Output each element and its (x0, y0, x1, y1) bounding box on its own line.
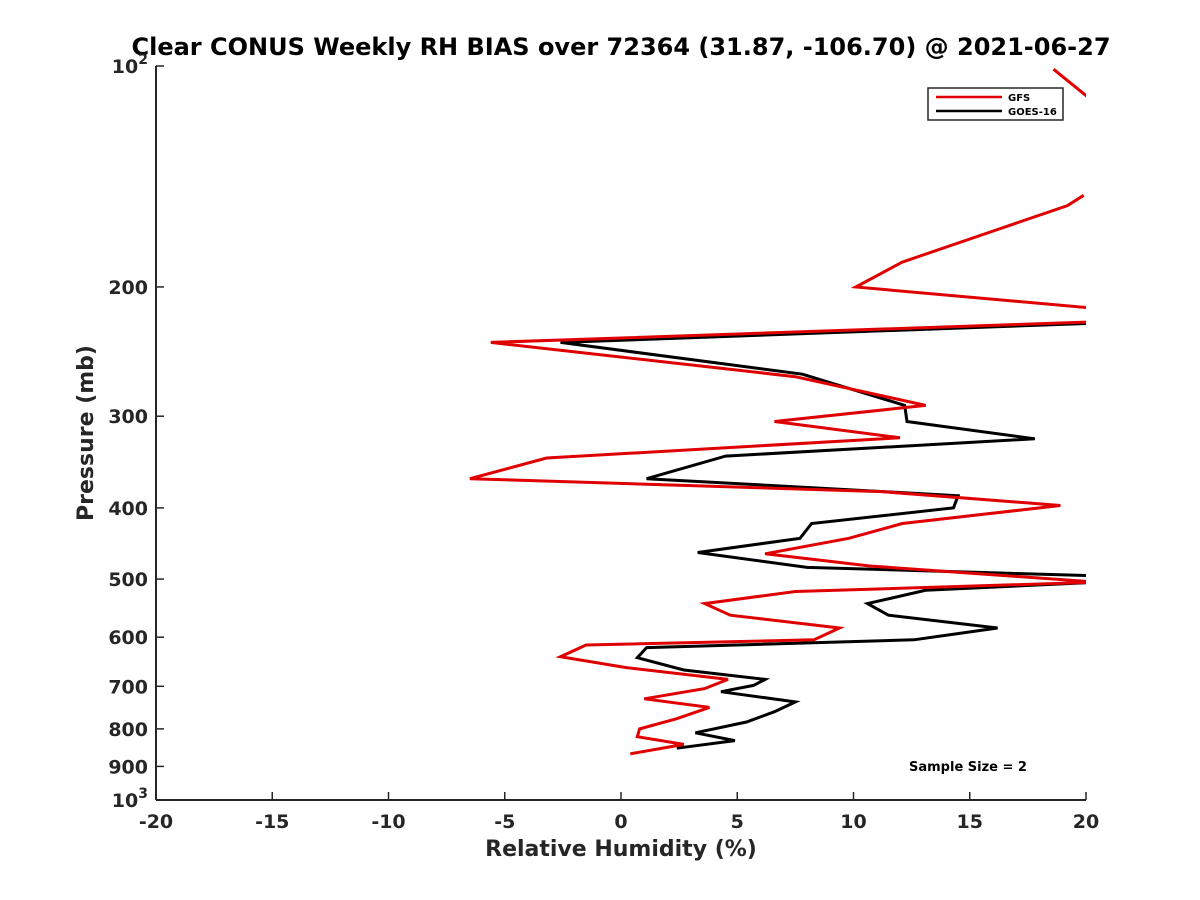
x-tick-label: 20 (1073, 811, 1099, 833)
x-tick-label: 10 (840, 811, 866, 833)
series-line-gfs (469, 194, 1086, 756)
x-tick-label: -15 (255, 811, 289, 833)
series-line-gfs-upper-segment (1052, 68, 1086, 98)
x-ticks: -20 -15 -10 -5 0 5 10 15 20 (139, 792, 1099, 833)
y-ticks: 102 200 300 400 500 600 700 800 900 103 (108, 52, 164, 812)
x-tick-label: -10 (371, 811, 405, 833)
y-tick-label: 400 (108, 498, 148, 520)
sample-size-annotation: Sample Size = 2 (909, 760, 1027, 775)
y-tick-label: 500 (108, 569, 148, 591)
y-tick-label: 200 (108, 277, 148, 299)
y-tick-label: 900 (108, 756, 148, 778)
series-layer (469, 68, 1086, 756)
x-tick-label: 5 (731, 811, 744, 833)
y-tick-label: 600 (108, 627, 148, 649)
legend: GFS GOES-16 (927, 87, 1064, 121)
legend-label-goes16: GOES-16 (1008, 107, 1057, 118)
x-tick-label: -20 (139, 811, 173, 833)
y-tick-label: 103 (112, 786, 148, 812)
y-tick-label: 700 (108, 676, 148, 698)
chart-title: Clear CONUS Weekly RH BIAS over 72364 (3… (131, 33, 1110, 61)
legend-label-gfs: GFS (1008, 93, 1030, 104)
y-tick-label: 800 (108, 719, 148, 741)
x-tick-label: 15 (957, 811, 983, 833)
y-tick-label: 300 (108, 406, 148, 428)
y-tick-label: 102 (112, 52, 148, 78)
x-tick-label: -5 (494, 811, 515, 833)
legend-box (927, 87, 1064, 121)
y-axis-label: Pressure (mb) (74, 345, 99, 521)
series-line-goes16 (560, 322, 1086, 750)
x-axis-label: Relative Humidity (%) (485, 837, 757, 862)
x-tick-label: 0 (614, 811, 627, 833)
